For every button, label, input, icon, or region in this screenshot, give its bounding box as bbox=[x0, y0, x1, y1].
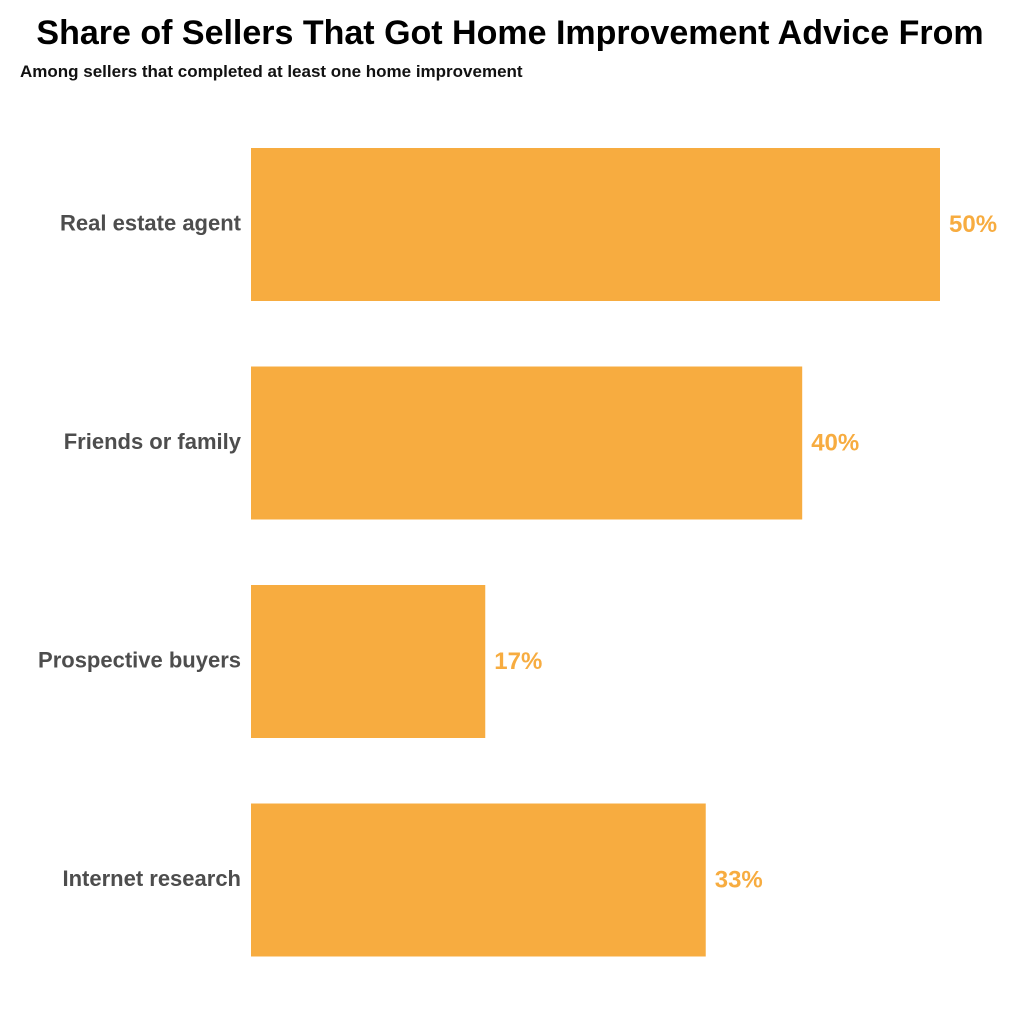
value-label: 40% bbox=[811, 429, 859, 456]
chart-title: Share of Sellers That Got Home Improveme… bbox=[36, 14, 984, 52]
category-label: Friends or family bbox=[64, 429, 242, 454]
bars-group bbox=[251, 148, 940, 957]
category-labels-group: Real estate agent Friends or family Prospe… bbox=[38, 210, 242, 891]
category-label: Real estate agent bbox=[60, 210, 242, 235]
value-labels-group: 50% 40% 17% 33% bbox=[494, 211, 997, 894]
chart-subtitle: Among sellers that completed at least on… bbox=[20, 62, 523, 81]
category-label: Internet research bbox=[62, 866, 241, 891]
bar-internet-research bbox=[251, 803, 706, 957]
value-label: 33% bbox=[715, 866, 763, 893]
value-label: 50% bbox=[949, 211, 997, 238]
value-label: 17% bbox=[494, 648, 542, 675]
category-label: Prospective buyers bbox=[38, 647, 241, 672]
bar-real-estate-agent bbox=[251, 148, 940, 301]
bar-prospective-buyers bbox=[251, 585, 486, 738]
bar-friends-or-family bbox=[251, 366, 803, 520]
